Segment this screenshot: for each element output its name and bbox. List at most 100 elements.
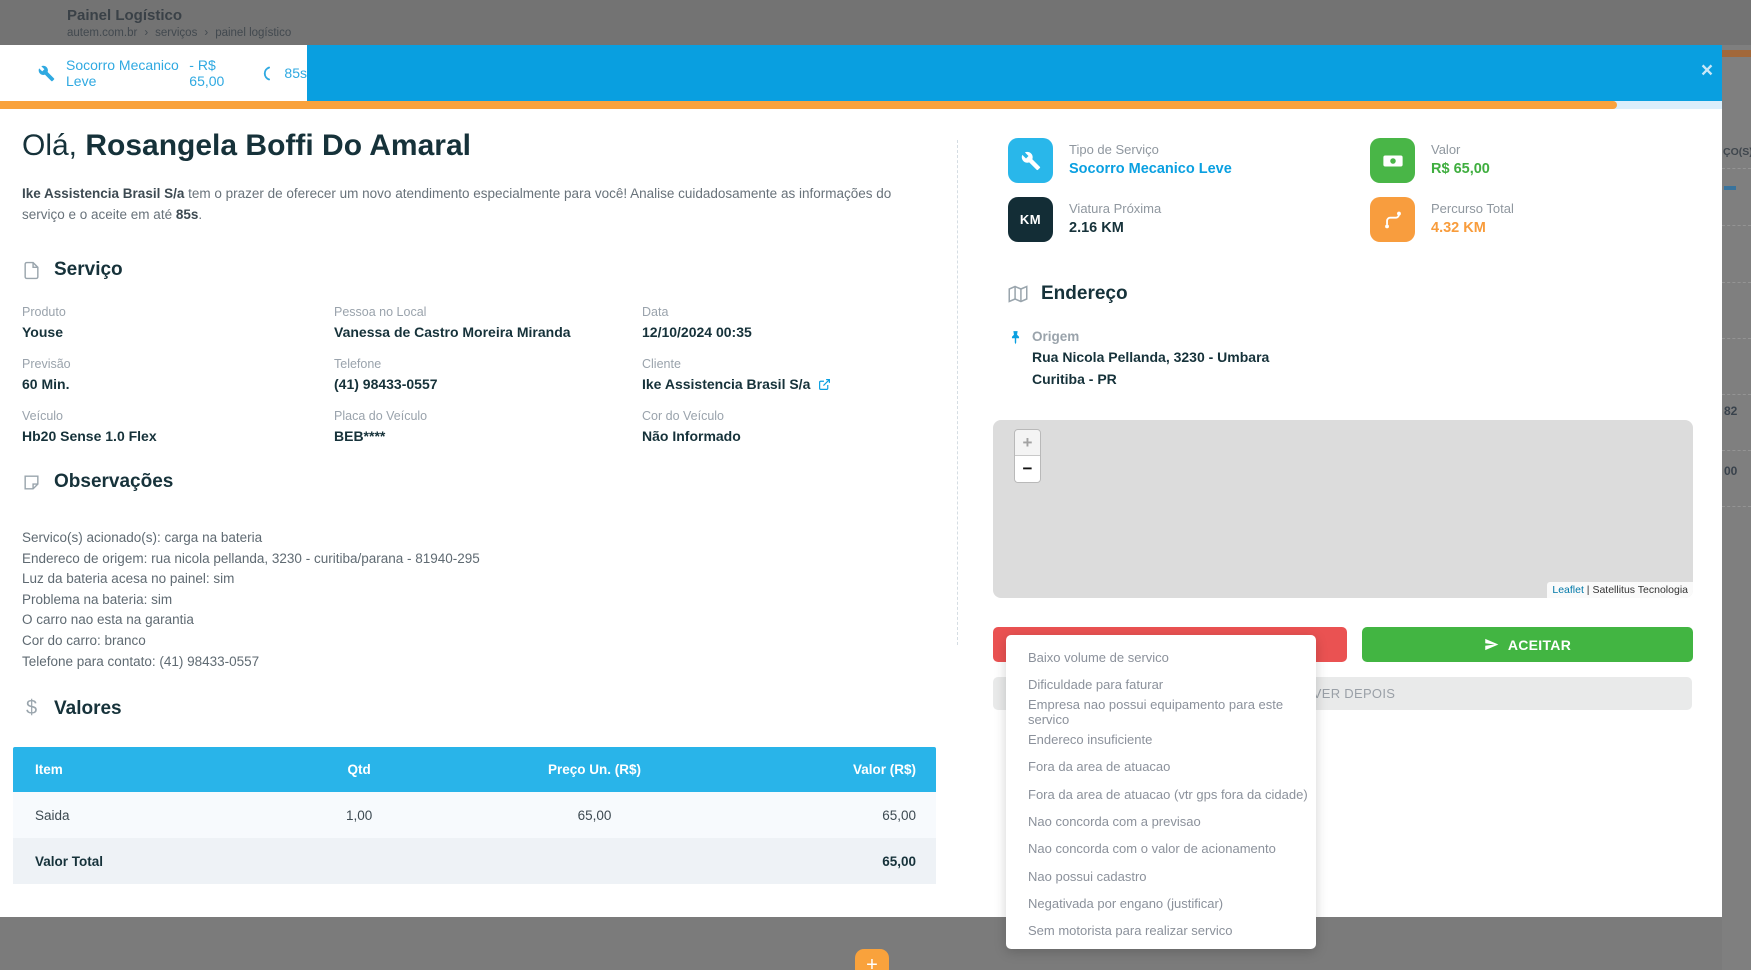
backdrop-value-fragment: 82	[1724, 404, 1738, 418]
column-header-preco: Preço Un. (R$)	[547, 762, 641, 777]
timer-icon	[260, 66, 275, 81]
dropdown-item[interactable]: Baixo volume de servico	[1028, 650, 1169, 666]
dropdown-item[interactable]: Nao concorda com o valor de acionamento	[1028, 841, 1276, 857]
table-row: Saida 1,00 65,00 65,00	[13, 792, 936, 838]
divider	[957, 140, 958, 645]
wrench-icon	[1008, 138, 1053, 183]
observation-line: Problema na bateria: sim	[22, 591, 173, 607]
zoom-out-button[interactable]: −	[1015, 456, 1040, 482]
divider	[1722, 506, 1751, 507]
column-header-item: Item	[35, 762, 63, 777]
divider	[1722, 338, 1751, 339]
intro-countdown: 85s	[175, 207, 199, 222]
dropdown-item[interactable]: Endereco insuficiente	[1028, 732, 1153, 748]
dropdown-item[interactable]: Negativada por engano (justificar)	[1028, 895, 1224, 911]
tile-service-type: Tipo de Serviço Socorro Mecanico Leve	[1069, 142, 1232, 177]
values-table: Item Qtd Preço Un. (R$) Valor (R$) Saida…	[13, 747, 936, 884]
field-data: Data 12/10/2024 00:35	[642, 305, 752, 340]
cell-valor: 65,00	[882, 807, 916, 823]
pushpin-icon	[1007, 329, 1024, 346]
note-icon	[22, 473, 41, 492]
dropdown-item[interactable]: Nao possui cadastro	[1028, 868, 1147, 884]
section-values-header: $ Valores	[22, 697, 122, 720]
observation-line: Endereco de origem: rua nicola pellanda,…	[22, 550, 480, 566]
tab-countdown: 85s	[284, 65, 307, 81]
dropdown-item[interactable]: Empresa nao possui equipamento para este…	[1028, 697, 1284, 728]
zoom-in-button[interactable]: +	[1015, 430, 1040, 456]
column-header-valor: Valor (R$)	[852, 762, 916, 777]
dropdown-item[interactable]: Nao concorda com a previsao	[1028, 813, 1201, 829]
dropdown-item[interactable]: Dificuldade para faturar	[1028, 677, 1164, 693]
tile-nearest-vehicle: Viatura Próxima 2.16 KM	[1069, 201, 1162, 236]
field-previsao: Previsão 60 Min.	[22, 357, 71, 392]
service-offer-modal: Olá, Rosangela Boffi Do Amaral Ike Assis…	[0, 109, 1722, 950]
km-icon: KM	[1008, 197, 1053, 242]
observation-line: Cor do carro: branco	[22, 632, 146, 648]
backdrop-value-fragment: 00	[1724, 464, 1738, 478]
send-icon	[1484, 637, 1499, 652]
map-zoom-control: + −	[1014, 429, 1041, 483]
observation-line: Telefone para contato: (41) 98433-0557	[22, 653, 260, 669]
divider	[1722, 282, 1751, 283]
breadcrumb: autem.com.br › serviços › painel logísti…	[67, 27, 291, 39]
add-button[interactable]: +	[855, 949, 889, 970]
external-link-icon[interactable]	[818, 378, 831, 391]
map-canvas[interactable]: + − Leaflet | Satellitus Tecnologia	[993, 420, 1693, 598]
section-observations-header: Observações	[22, 471, 173, 493]
total-value: 65,00	[882, 853, 916, 869]
close-icon[interactable]: ×	[1700, 59, 1714, 82]
cell-preco: 65,00	[577, 807, 612, 823]
company-name: Ike Assistencia Brasil S/a	[22, 186, 185, 201]
cell-item: Saida	[35, 807, 70, 823]
breadcrumb-current: painel logístico	[215, 27, 292, 39]
backdrop-page-fragment: ÇO(S) 82 00	[1722, 0, 1751, 970]
observation-line: O carro nao esta na garantia	[22, 612, 194, 628]
divider	[1722, 450, 1751, 451]
map-attribution: Leaflet | Satellitus Tecnologia	[1547, 582, 1693, 598]
field-cor-veiculo: Cor do Veículo Não Informado	[642, 409, 741, 444]
map-icon	[1008, 284, 1028, 304]
tab-service-name: Socorro Mecanico Leve	[66, 57, 179, 89]
dropdown-item[interactable]: Fora da area de atuacao	[1028, 759, 1171, 775]
wrench-icon	[38, 65, 55, 82]
divider	[1722, 225, 1751, 226]
greeting-heading: Olá, Rosangela Boffi Do Amaral	[22, 129, 471, 162]
origin-address: Origem Rua Nicola Pellanda, 3230 - Umbar…	[1032, 329, 1270, 387]
deny-reason-dropdown: Baixo volume de servico Dificuldade para…	[1006, 635, 1316, 950]
tab-service-price: - R$ 65,00	[189, 57, 225, 89]
divider	[1722, 168, 1751, 169]
observation-line: Luz da bateria acesa no painel: sim	[22, 571, 235, 587]
table-header-row: Item Qtd Preço Un. (R$) Valor (R$)	[13, 747, 936, 792]
notification-bar: Socorro Mecanico Leve - R$ 65,00 85s ×	[0, 45, 1722, 101]
field-cliente: Cliente Ike Assistencia Brasil S/a	[642, 357, 831, 392]
breadcrumb-site: autem.com.br	[67, 27, 138, 39]
field-placa: Placa do Veículo BEB****	[334, 409, 428, 444]
service-offer-tab[interactable]: Socorro Mecanico Leve - R$ 65,00 85s	[0, 45, 307, 101]
intro-paragraph: Ike Assistencia Brasil S/a tem o prazer …	[22, 186, 892, 222]
backdrop-orange-bar-fragment	[1722, 50, 1751, 57]
breadcrumb-separator: ›	[204, 27, 209, 39]
field-veiculo: Veículo Hb20 Sense 1.0 Flex	[22, 409, 157, 444]
money-icon	[1370, 138, 1415, 183]
document-icon	[22, 261, 41, 280]
section-service-header: Serviço	[22, 259, 123, 281]
page-title: Painel Logístico	[67, 7, 183, 24]
section-address-header: Endereço	[1008, 283, 1128, 305]
table-total-row: Valor Total 65,00	[13, 838, 936, 884]
countdown-progress-track	[0, 101, 1722, 109]
column-header-qtd: Qtd	[347, 762, 371, 777]
dollar-icon: $	[25, 697, 38, 719]
divider	[1722, 394, 1751, 395]
backdrop-header-fragment	[1722, 0, 1751, 45]
field-pessoa-no-local: Pessoa no Local Vanessa de Castro Moreir…	[334, 305, 571, 340]
leaflet-link[interactable]: Leaflet	[1552, 584, 1584, 596]
backdrop-column-header-fragment: ÇO(S)	[1723, 146, 1751, 158]
tile-total-route: Percurso Total 4.32 KM	[1431, 201, 1514, 236]
route-icon	[1370, 197, 1415, 242]
dropdown-item[interactable]: Sem motorista para realizar servico	[1028, 923, 1233, 939]
tile-value: Valor R$ 65,00	[1431, 142, 1490, 177]
dropdown-item[interactable]: Fora da area de atuacao (vtr gps fora da…	[1028, 786, 1308, 802]
countdown-progress-fill	[0, 101, 1617, 109]
accept-button[interactable]: ACEITAR	[1362, 627, 1693, 662]
